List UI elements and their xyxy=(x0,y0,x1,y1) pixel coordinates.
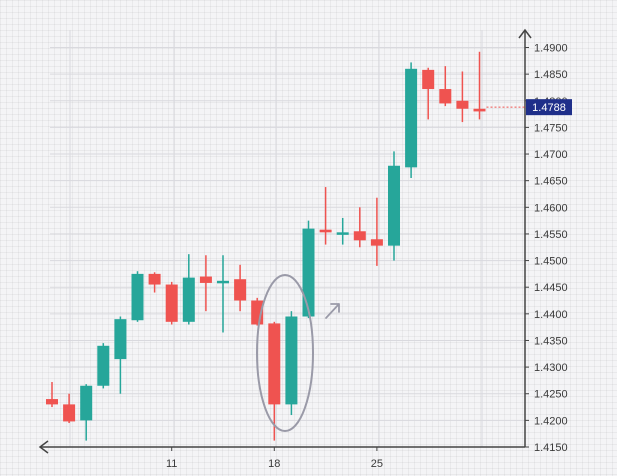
x-axis-tick-labels: 11 18 25 xyxy=(166,447,383,470)
bullish-candle xyxy=(97,343,110,389)
candle-body xyxy=(302,228,315,317)
y-tick-label: 1.4650 xyxy=(534,176,568,188)
x-axis-arrow xyxy=(38,440,49,454)
bearish-candle xyxy=(319,187,332,245)
x-tick-label: 11 xyxy=(166,458,177,470)
y-tick-label: 1.4500 xyxy=(534,256,568,268)
candle-body xyxy=(353,231,366,241)
candle-body xyxy=(319,229,332,233)
candle-body xyxy=(114,319,127,360)
bearish-candle xyxy=(439,66,452,107)
candle-body xyxy=(268,323,281,405)
bullish-candle xyxy=(131,271,144,322)
bearish-candle xyxy=(165,281,178,325)
y-tick-label: 1.4900 xyxy=(534,43,568,55)
candle-body xyxy=(63,404,76,422)
x-tick-label: 25 xyxy=(371,458,383,470)
bullish-candle xyxy=(80,384,93,441)
candle-body xyxy=(336,232,349,235)
bearish-candle xyxy=(234,264,247,312)
bearish-candle xyxy=(268,321,281,441)
current-price-badge xyxy=(526,99,572,116)
current-price-tag: 1.4788 xyxy=(486,99,572,116)
y-tick-label: 1.4450 xyxy=(534,282,568,294)
y-tick-label: 1.4600 xyxy=(534,202,568,214)
bearish-candle xyxy=(63,393,76,424)
y-tick-label: 1.4300 xyxy=(534,362,568,374)
y-tick-label: 1.4750 xyxy=(534,122,568,134)
chart-axes xyxy=(38,28,532,454)
candle-body xyxy=(182,277,195,322)
bullish-candle xyxy=(388,151,400,261)
bullish-candle xyxy=(217,255,229,333)
candle-body xyxy=(46,399,58,405)
candle-body xyxy=(405,68,418,168)
candle-body xyxy=(370,239,383,246)
bearish-candle xyxy=(353,207,366,248)
candle-body xyxy=(165,284,178,322)
bullish-candle xyxy=(302,220,315,319)
bearish-candle xyxy=(456,71,469,123)
candle-body xyxy=(234,279,247,301)
candle-body xyxy=(456,100,469,109)
up-right-arrow xyxy=(325,303,340,319)
bearish-candle xyxy=(199,255,212,312)
highlight-ellipse xyxy=(256,274,314,432)
candle-body xyxy=(285,316,298,405)
bullish-candle xyxy=(114,316,127,394)
candles xyxy=(46,51,486,441)
bearish-candle xyxy=(370,197,383,266)
candle-body xyxy=(97,345,110,386)
bullish-candle xyxy=(336,217,349,245)
y-tick-label: 1.4700 xyxy=(534,149,568,161)
bullish-candle xyxy=(405,62,418,179)
x-tick-label: 18 xyxy=(268,458,280,470)
y-tick-label: 1.4400 xyxy=(534,309,568,321)
candle-body xyxy=(473,108,486,112)
candle-body xyxy=(199,276,212,283)
bearish-candle xyxy=(422,67,435,120)
y-tick-label: 1.4350 xyxy=(534,335,568,347)
current-price-label: 1.4788 xyxy=(532,102,566,114)
candle-body xyxy=(422,69,435,90)
y-tick-label: 1.4550 xyxy=(534,229,568,241)
candle-body xyxy=(80,385,93,421)
bearish-candle xyxy=(473,51,486,120)
bearish-candle xyxy=(148,272,161,293)
y-axis-arrow xyxy=(518,28,532,39)
candle-body xyxy=(217,280,229,284)
candle-body xyxy=(388,165,400,246)
y-tick-label: 1.4150 xyxy=(534,442,568,454)
candle-body xyxy=(148,273,161,285)
y-tick-label: 1.4850 xyxy=(534,69,568,81)
y-tick-label: 1.4250 xyxy=(534,389,568,401)
chart-annotations xyxy=(256,274,340,432)
candle-body xyxy=(439,89,452,104)
bullish-candle xyxy=(182,254,195,325)
y-tick-label: 1.4200 xyxy=(534,415,568,427)
bearish-candle xyxy=(46,382,58,408)
bullish-candle xyxy=(285,311,298,416)
candle-body xyxy=(131,273,144,321)
